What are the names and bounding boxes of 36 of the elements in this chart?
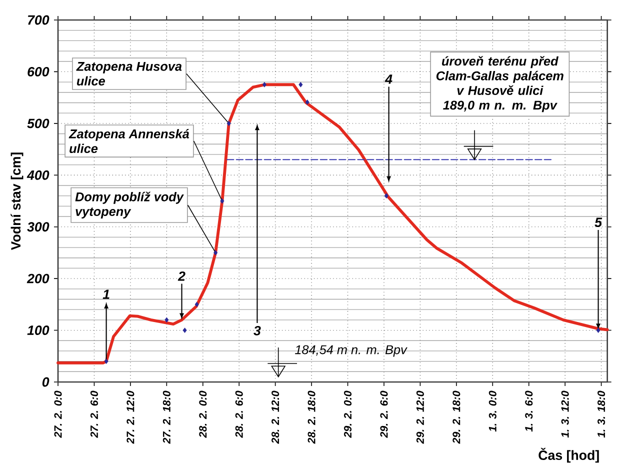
x-tick-label: 29. 2. 18:0 [452, 390, 460, 444]
x-tick-label: 27. 2. 6:0 [90, 390, 98, 438]
annotation: 184,54 m n. m. Bpv [295, 345, 408, 357]
x-tick-label: 29. 2. 12:0 [416, 390, 424, 444]
y-tick-label: 300 [27, 222, 50, 232]
annotation: 1 [102, 290, 110, 299]
x-tick-label: 29. 2. 6:0 [380, 390, 388, 438]
x-axis-title: Čas [hod] [538, 448, 599, 463]
x-tick-label: 27. 2. 12:0 [126, 390, 134, 444]
annotation: 2 [178, 271, 186, 281]
y-tick-label: 500 [27, 118, 50, 128]
annotation: Domy poblíž vody vytopeny [75, 192, 184, 219]
x-tick-label: 29. 2. 0:0 [344, 390, 352, 438]
x-tick-label: 28. 2. 6:0 [235, 390, 243, 438]
y-axis-title: Vodní stav [cm] [10, 152, 24, 250]
x-tick-label: 28. 2. 12:0 [272, 390, 280, 444]
x-tick-label: 27. 2. 0:0 [54, 390, 62, 438]
annotation: 5 [594, 218, 602, 228]
y-tick-label: 600 [28, 66, 50, 76]
y-tick-label: 700 [28, 15, 50, 25]
x-tick-label: 1. 3. 18:0 [598, 390, 606, 438]
y-tick-label: 100 [27, 326, 50, 335]
y-tick-label: 0 [42, 377, 50, 387]
annotation: 4 [384, 74, 392, 84]
y-tick-label: 200 [26, 274, 50, 284]
x-tick-label: 1. 3. 6:0 [525, 390, 533, 432]
x-tick-label: 28. 2. 0:0 [199, 390, 207, 438]
y-tick-label: 400 [26, 170, 50, 180]
annotation: úroveň terénu před Clam-Gallas palácem v Husově ulici 189,0 m n. m. Bpv [436, 56, 564, 112]
x-tick-label: 1. 3. 0:0 [488, 390, 496, 432]
x-tick-label: 27. 2. 18:0 [162, 390, 170, 444]
x-tick-label: 28. 2. 18:0 [308, 390, 316, 444]
annotation: Zatopena Annenská ulice [68, 128, 190, 154]
annotation: 3 [254, 326, 261, 336]
annotation: Zatopena Husova ulice [76, 62, 182, 86]
x-tick-label: 1. 3. 12:0 [561, 390, 569, 438]
